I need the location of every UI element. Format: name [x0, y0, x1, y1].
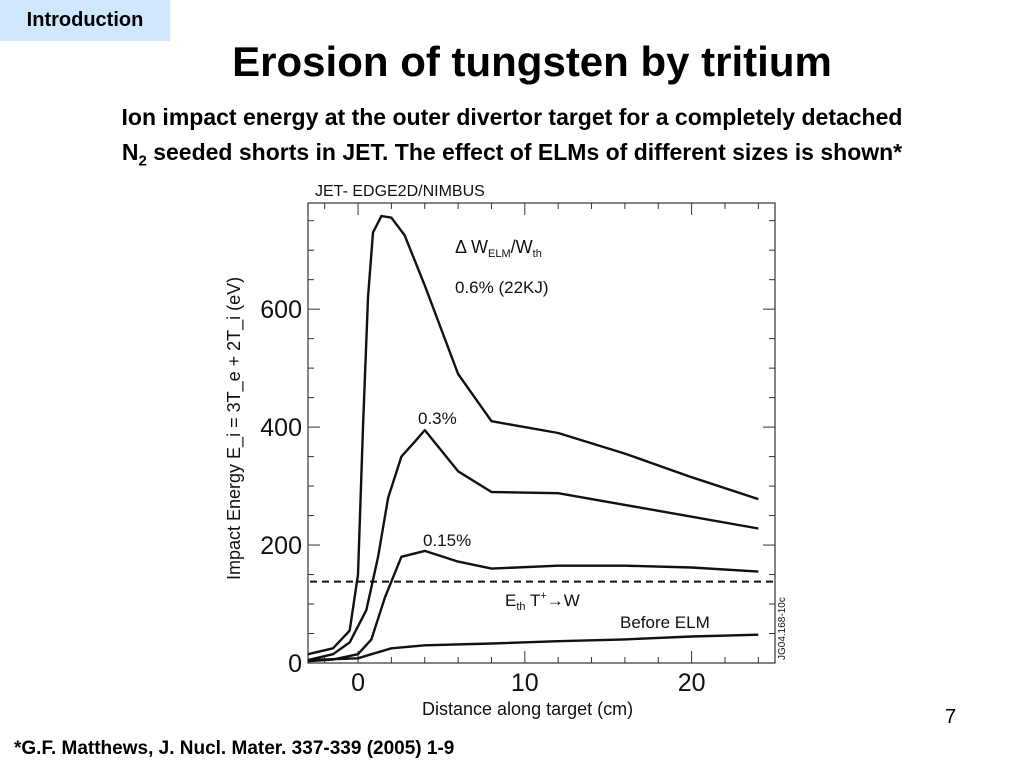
chart-frame [307, 202, 776, 664]
subtitle-line-2-rest: seeded shorts in JET. The effect of ELMs… [146, 139, 903, 165]
y-tick-label: 600 [260, 296, 302, 324]
y-tick-label: 400 [260, 414, 302, 442]
x-tick-label: 10 [511, 669, 539, 697]
subtitle-line-1: Ion impact energy at the outer divertor … [121, 104, 903, 130]
slide-subtitle: Ion impact energy at the outer divertor … [20, 100, 1004, 179]
page-number: 7 [945, 706, 957, 728]
tick-marks [308, 203, 775, 664]
y-tick-label: 0 [288, 650, 302, 678]
slide-title: Erosion of tungsten by tritium [232, 38, 832, 85]
label-series-2: 0.15% [423, 531, 471, 550]
series-lines [307, 214, 759, 663]
label-series-3: Before ELM [620, 613, 710, 632]
threshold-label: Eth T+→W [505, 590, 580, 613]
impact-energy-chart: JET- EDGE2D/NIMBUS 0 200 400 600 0 10 20 Δ WE… [200, 178, 800, 723]
x-axis-label: Distance along target (cm) [422, 699, 633, 719]
y-axis-label: Impact Energy E_i = 3T_e + 2T_i (eV) [224, 277, 245, 580]
label-series-0: 0.6% (22KJ) [455, 278, 549, 297]
x-tick-label: 20 [678, 669, 706, 697]
section-tag: Introduction [0, 0, 170, 41]
series-line-3 [307, 633, 759, 662]
legend-header: Δ WELM/Wth [455, 237, 542, 260]
figure-code: JG04.168-10c [777, 597, 788, 660]
y-tick-labels: 0 200 400 600 [260, 296, 302, 678]
series-line-1 [307, 428, 759, 662]
footnote: *G.F. Matthews, J. Nucl. Mater. 337-339 … [14, 738, 455, 759]
label-series-1: 0.3% [418, 409, 457, 428]
chart-svg: JET- EDGE2D/NIMBUS 0 200 400 600 0 10 20 Δ WE… [224, 183, 788, 719]
x-tick-label: 0 [351, 669, 365, 697]
subtitle-line-2-sub: 2 [138, 152, 147, 170]
x-tick-labels: 0 10 20 [351, 669, 705, 697]
subtitle-line-2-prefix: N [121, 139, 139, 165]
series-line-0 [307, 214, 759, 656]
series-line-2 [307, 549, 759, 663]
chart-title: JET- EDGE2D/NIMBUS [315, 183, 485, 200]
y-tick-label: 200 [260, 532, 302, 560]
